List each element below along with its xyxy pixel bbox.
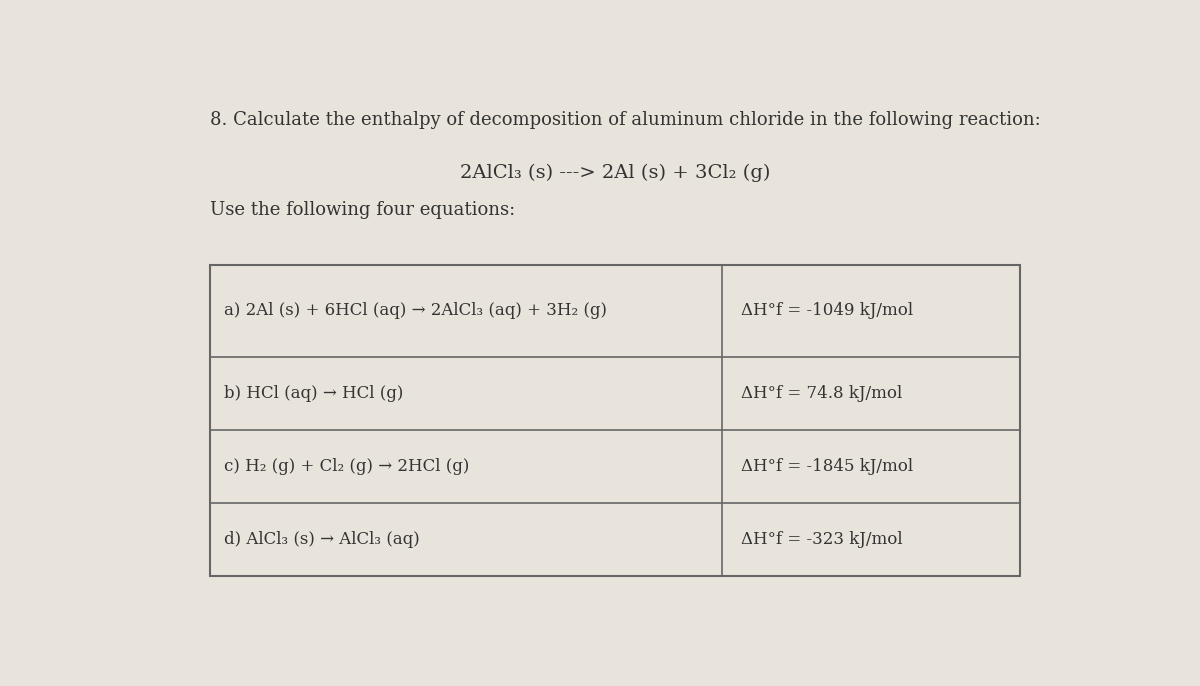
Text: a) 2Al (s) + 6HCl (aq) → 2AlCl₃ (aq) + 3H₂ (g): a) 2Al (s) + 6HCl (aq) → 2AlCl₃ (aq) + 3… xyxy=(224,303,607,320)
Text: ΔH°f = 74.8 kJ/mol: ΔH°f = 74.8 kJ/mol xyxy=(740,386,902,403)
Text: 2AlCl₃ (s) ---> 2Al (s) + 3Cl₂ (g): 2AlCl₃ (s) ---> 2Al (s) + 3Cl₂ (g) xyxy=(460,164,770,182)
Text: c) H₂ (g) + Cl₂ (g) → 2HCl (g): c) H₂ (g) + Cl₂ (g) → 2HCl (g) xyxy=(224,458,469,475)
Text: b) HCl (aq) → HCl (g): b) HCl (aq) → HCl (g) xyxy=(224,386,403,403)
Text: 8. Calculate the enthalpy of decomposition of aluminum chloride in the following: 8. Calculate the enthalpy of decompositi… xyxy=(210,111,1042,130)
Text: ΔH°f = -323 kJ/mol: ΔH°f = -323 kJ/mol xyxy=(740,531,902,548)
Bar xyxy=(210,265,1020,576)
Text: ΔH°f = -1049 kJ/mol: ΔH°f = -1049 kJ/mol xyxy=(740,303,913,320)
Text: Use the following four equations:: Use the following four equations: xyxy=(210,201,516,219)
Text: ΔH°f = -1845 kJ/mol: ΔH°f = -1845 kJ/mol xyxy=(740,458,913,475)
Text: d) AlCl₃ (s) → AlCl₃ (aq): d) AlCl₃ (s) → AlCl₃ (aq) xyxy=(224,531,420,548)
